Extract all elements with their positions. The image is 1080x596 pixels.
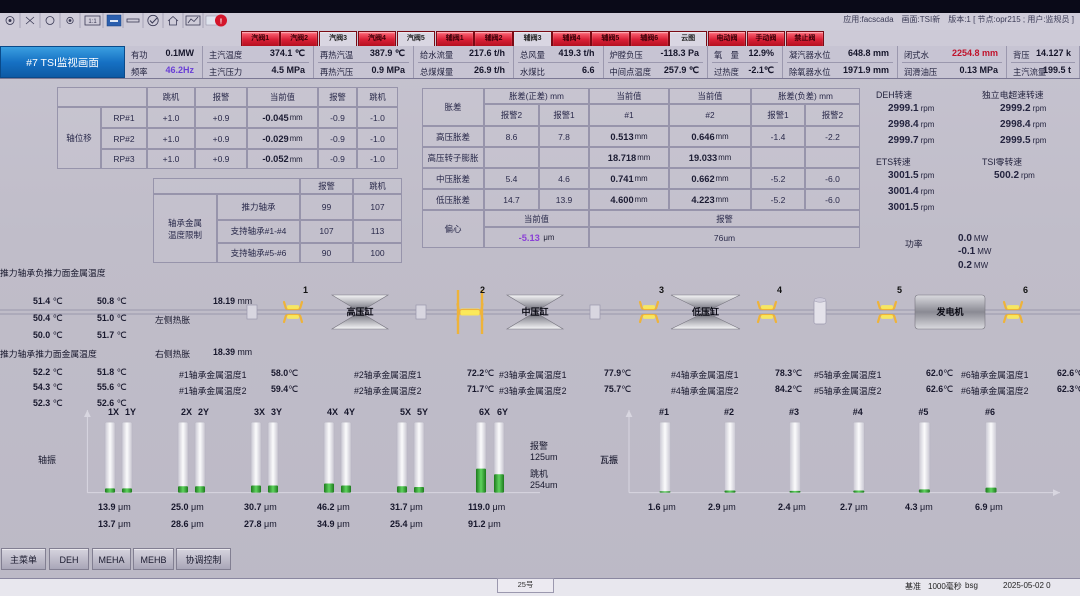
svg-text:4X: 4X [327, 407, 338, 417]
svg-text:#2: #2 [724, 407, 734, 417]
svg-text:2X: 2X [181, 407, 192, 417]
svg-text:6X: 6X [479, 407, 490, 417]
svg-text:5X: 5X [400, 407, 411, 417]
svg-text:3X: 3X [254, 407, 265, 417]
svg-text:4Y: 4Y [344, 407, 355, 417]
svg-text:#5: #5 [918, 407, 928, 417]
svg-text:2Y: 2Y [198, 407, 209, 417]
svg-text:3Y: 3Y [271, 407, 282, 417]
svg-text:#6: #6 [985, 407, 995, 417]
svg-text:#4: #4 [853, 407, 863, 417]
svg-text:#1: #1 [659, 407, 669, 417]
svg-text:!: ! [220, 16, 223, 25]
svg-text:5Y: 5Y [417, 407, 428, 417]
svg-text:1Y: 1Y [125, 407, 136, 417]
svg-text:1:1: 1:1 [88, 19, 97, 25]
svg-text:6Y: 6Y [497, 407, 508, 417]
svg-text:1X: 1X [108, 407, 119, 417]
svg-text:#3: #3 [789, 407, 799, 417]
